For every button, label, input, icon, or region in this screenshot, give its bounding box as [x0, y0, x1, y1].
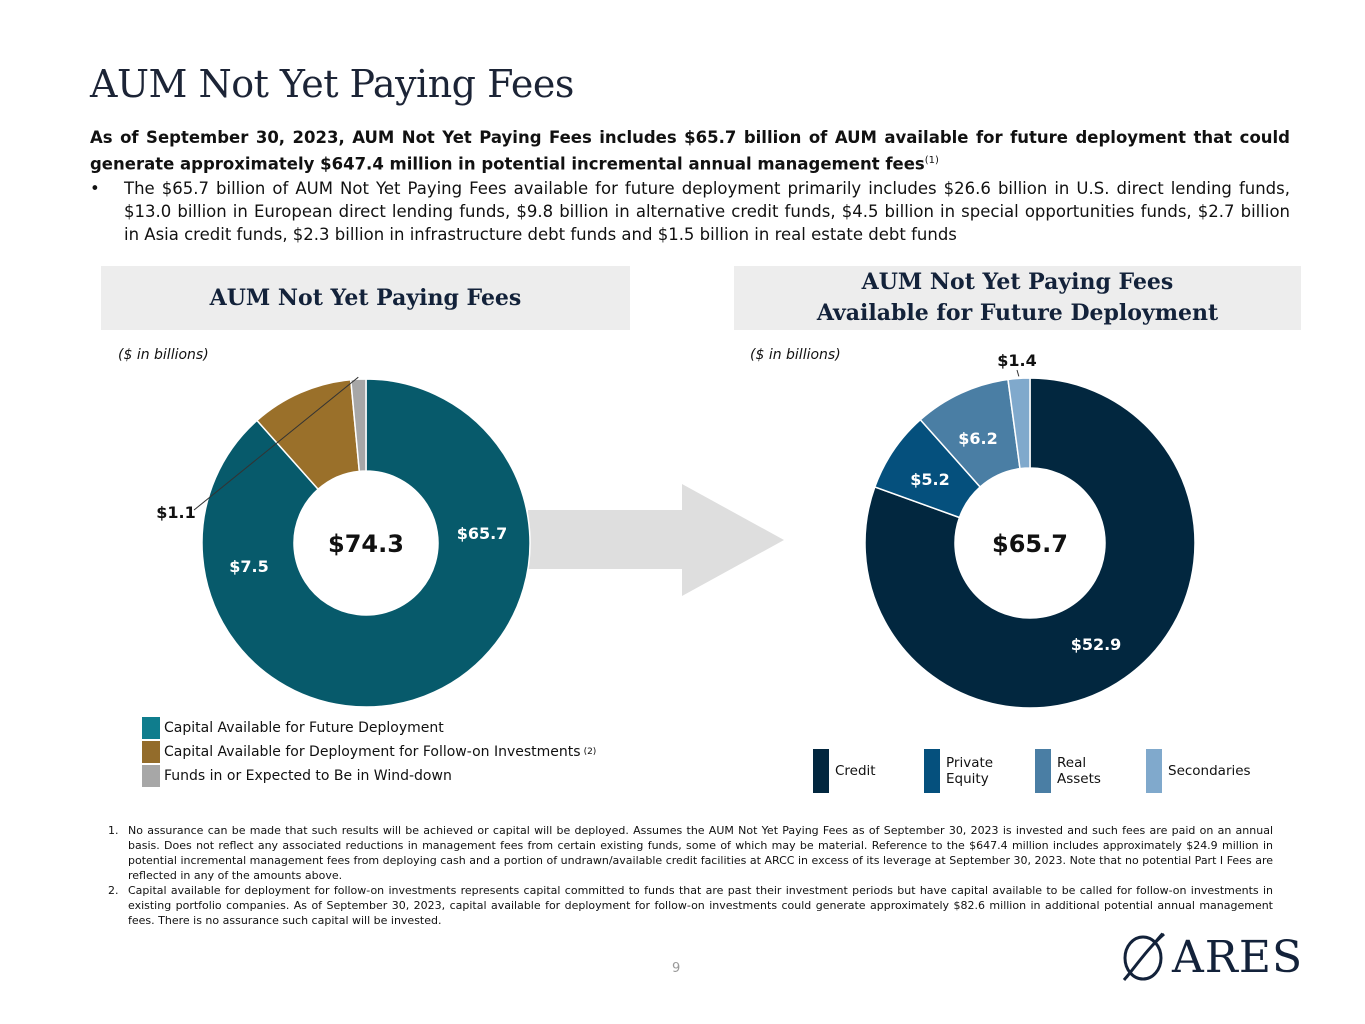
lead-text: As of September 30, 2023, AUM Not Yet Pa…: [90, 128, 1290, 174]
legend-label: Private Equity: [946, 755, 994, 787]
legend-swatch: [142, 741, 160, 763]
legend-label: Credit: [835, 763, 876, 779]
right-panel-heading-line1: AUM Not Yet Paying Fees: [861, 269, 1174, 295]
footnote-1: 1. No assurance can be made that such re…: [108, 823, 1273, 883]
legend-label: Secondaries: [1168, 763, 1251, 779]
slice-value-label: $1.1: [156, 503, 195, 522]
legend-item: Credit: [813, 749, 924, 793]
page-number: 9: [672, 961, 681, 976]
left-unit-note: ($ in billions): [118, 347, 209, 363]
slice-value-label: $7.5: [229, 557, 268, 576]
slice-value-label: $6.2: [958, 429, 997, 448]
legend-footnote-ref: (2): [583, 747, 597, 757]
donut-chart-right: $52.9 $5.2 $6.2 $1.4 $65.7: [864, 351, 1196, 709]
page-title: AUM Not Yet Paying Fees: [90, 62, 574, 106]
footnote-2: 2. Capital available for deployment for …: [108, 883, 1273, 928]
legend-left: Capital Available for Future Deployment …: [142, 716, 596, 788]
legend-item: Funds in or Expected to Be in Wind-down: [142, 764, 596, 788]
right-unit-note: ($ in billions): [750, 347, 841, 363]
slice-value-label: $1.4: [997, 351, 1036, 370]
legend-swatch: [1035, 749, 1051, 793]
right-panel-heading-line2: Available for Future Deployment: [816, 300, 1219, 326]
donut-chart-left: $65.7 $7.5 $1.1 $74.3: [156, 376, 531, 708]
legend-swatch: [142, 717, 160, 739]
right-panel-heading: AUM Not Yet Paying Fees Available for Fu…: [734, 266, 1301, 330]
legend-label: Capital Available for Deployment for Fol…: [164, 744, 581, 760]
left-panel-heading: AUM Not Yet Paying Fees: [101, 266, 630, 330]
logo-wordmark: ARES: [1172, 931, 1304, 983]
footnote-text: Capital available for deployment for fol…: [128, 884, 1273, 927]
slice-value-label: $52.9: [1071, 635, 1122, 654]
footnote-text: No assurance can be made that such resul…: [128, 824, 1273, 882]
footnote-number: 2.: [108, 884, 119, 897]
donut-slice-capital-available-for-future-deployment: [201, 378, 531, 708]
footnotes: 1. No assurance can be made that such re…: [108, 823, 1273, 928]
donut-center-total: $65.7: [992, 530, 1068, 558]
slice-value-label: $5.2: [910, 470, 949, 489]
legend-item: Capital Available for Future Deployment: [142, 716, 596, 740]
legend-item: Capital Available for Deployment for Fol…: [142, 740, 596, 764]
lead-footnote-ref: (1): [924, 155, 939, 166]
legend-right: Credit Private Equity Real Assets Second…: [813, 749, 1257, 793]
slice-value-label: $65.7: [457, 524, 508, 543]
legend-swatch: [142, 765, 160, 787]
bullet-point: • The $65.7 billion of AUM Not Yet Payin…: [90, 177, 1290, 246]
legend-item: Secondaries: [1146, 749, 1257, 793]
bullet-marker: •: [90, 179, 100, 198]
donut-center-total: $74.3: [328, 530, 404, 558]
lead-statement: As of September 30, 2023, AUM Not Yet Pa…: [90, 126, 1290, 176]
leader-line: [1016, 369, 1020, 377]
legend-swatch: [924, 749, 940, 793]
legend-label: Real Assets: [1057, 755, 1101, 787]
flow-arrow: [528, 484, 784, 596]
legend-swatch: [813, 749, 829, 793]
legend-item: Private Equity: [924, 749, 1035, 793]
footnote-number: 1.: [108, 824, 119, 837]
donut-slice-secondaries: [1007, 377, 1031, 470]
legend-swatch: [1146, 749, 1162, 793]
bullet-text: The $65.7 billion of AUM Not Yet Paying …: [124, 179, 1290, 244]
legend-label: Funds in or Expected to Be in Wind-down: [164, 768, 452, 784]
ares-emblem-icon: [1122, 932, 1165, 981]
leader-line: [193, 376, 359, 511]
legend-label: Capital Available for Future Deployment: [164, 720, 444, 736]
donut-slice-credit: [864, 377, 1196, 709]
legend-item: Real Assets: [1035, 749, 1146, 793]
ares-logo: ARES: [1118, 930, 1303, 984]
